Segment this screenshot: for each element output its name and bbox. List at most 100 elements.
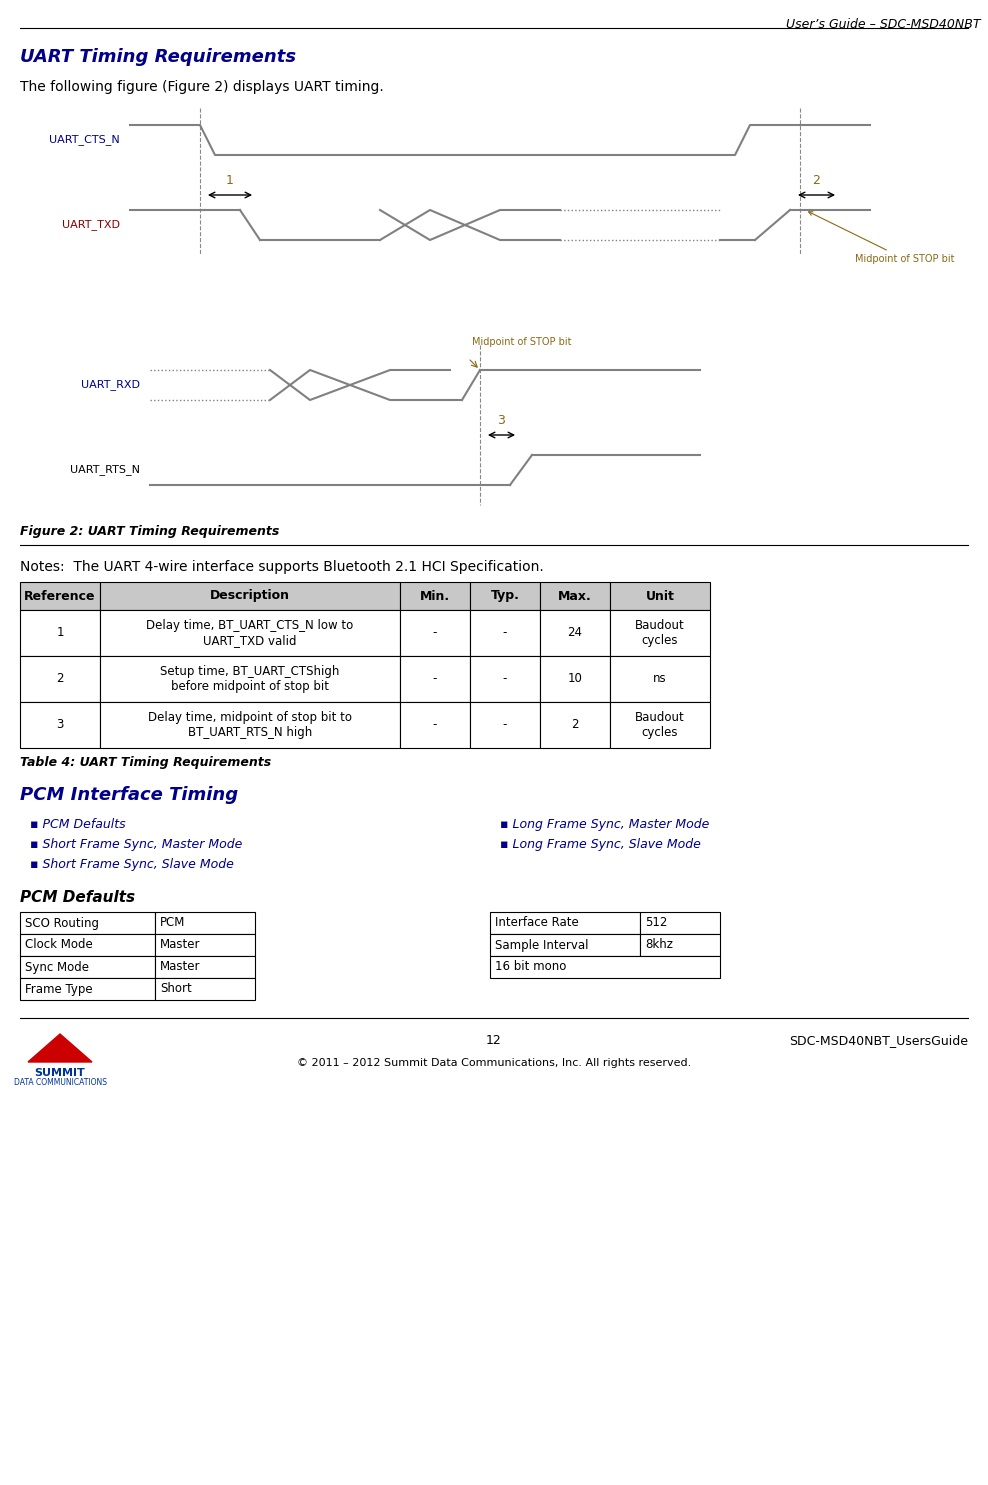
Text: Delay time, midpoint of stop bit to
BT_UART_RTS_N high: Delay time, midpoint of stop bit to BT_U… — [148, 711, 352, 740]
Text: Baudout
cycles: Baudout cycles — [635, 711, 685, 740]
Text: Figure 2: UART Timing Requirements: Figure 2: UART Timing Requirements — [20, 526, 280, 538]
Bar — [155, 979, 255, 999]
Bar — [470, 702, 540, 748]
Text: DATA COMMUNICATIONS: DATA COMMUNICATIONS — [14, 1078, 107, 1087]
Bar — [610, 702, 710, 748]
Bar — [155, 934, 255, 956]
Bar — [100, 582, 400, 610]
Bar — [400, 702, 470, 748]
Bar — [20, 610, 100, 656]
Text: Delay time, BT_UART_CTS_N low to
UART_TXD valid: Delay time, BT_UART_CTS_N low to UART_TX… — [146, 619, 354, 647]
Text: -: - — [433, 627, 437, 640]
Text: UART_RXD: UART_RXD — [81, 380, 140, 391]
Text: Master: Master — [160, 939, 201, 952]
Bar — [490, 912, 640, 934]
Text: Midpoint of STOP bit: Midpoint of STOP bit — [472, 337, 571, 347]
Bar — [640, 934, 720, 956]
Text: Max.: Max. — [558, 590, 592, 603]
Bar — [400, 610, 470, 656]
Text: 2: 2 — [56, 673, 64, 686]
Text: -: - — [503, 627, 507, 640]
Text: UART Timing Requirements: UART Timing Requirements — [20, 48, 296, 65]
Text: 10: 10 — [567, 673, 583, 686]
Text: ns: ns — [653, 673, 667, 686]
Bar — [470, 610, 540, 656]
Bar — [20, 656, 100, 702]
Text: ▪ Short Frame Sync, Master Mode: ▪ Short Frame Sync, Master Mode — [30, 838, 242, 851]
Text: -: - — [433, 719, 437, 732]
Text: 1: 1 — [226, 174, 234, 187]
Text: PCM: PCM — [160, 916, 186, 930]
Text: 2: 2 — [812, 174, 820, 187]
Bar — [540, 582, 610, 610]
Bar — [20, 979, 155, 999]
Text: SCO Routing: SCO Routing — [25, 916, 99, 930]
Text: Unit: Unit — [645, 590, 675, 603]
Bar — [100, 610, 400, 656]
Text: -: - — [503, 719, 507, 732]
Bar — [100, 656, 400, 702]
Text: The following figure (Figure 2) displays UART timing.: The following figure (Figure 2) displays… — [20, 80, 383, 94]
Text: Setup time, BT_UART_CTShigh
before midpoint of stop bit: Setup time, BT_UART_CTShigh before midpo… — [160, 665, 340, 693]
Text: Clock Mode: Clock Mode — [25, 939, 93, 952]
Polygon shape — [28, 1034, 92, 1062]
Bar — [640, 912, 720, 934]
Text: SDC-MSD40NBT_UsersGuide: SDC-MSD40NBT_UsersGuide — [789, 1034, 968, 1047]
Text: Sample Interval: Sample Interval — [495, 939, 589, 952]
Text: Midpoint of STOP bit: Midpoint of STOP bit — [808, 212, 954, 264]
Bar — [20, 912, 155, 934]
Text: Frame Type: Frame Type — [25, 983, 93, 995]
Bar — [400, 656, 470, 702]
Bar — [610, 582, 710, 610]
Text: Interface Rate: Interface Rate — [495, 916, 579, 930]
Text: User’s Guide – SDC-MSD40NBT: User’s Guide – SDC-MSD40NBT — [785, 18, 980, 31]
Text: 8khz: 8khz — [645, 939, 673, 952]
Bar — [610, 656, 710, 702]
Bar — [470, 582, 540, 610]
Bar — [540, 656, 610, 702]
Text: UART_CTS_N: UART_CTS_N — [49, 135, 120, 146]
Bar — [470, 656, 540, 702]
Bar — [155, 912, 255, 934]
Text: Description: Description — [210, 590, 290, 603]
Text: 2: 2 — [571, 719, 579, 732]
Text: UART_RTS_N: UART_RTS_N — [70, 465, 140, 475]
Text: 12: 12 — [486, 1034, 502, 1047]
Text: -: - — [433, 673, 437, 686]
Text: PCM Interface Timing: PCM Interface Timing — [20, 786, 238, 803]
Bar — [610, 610, 710, 656]
Text: ▪ Long Frame Sync, Master Mode: ▪ Long Frame Sync, Master Mode — [500, 818, 709, 832]
Text: 3: 3 — [56, 719, 63, 732]
Bar — [20, 702, 100, 748]
Text: UART_TXD: UART_TXD — [62, 220, 120, 230]
Text: 3: 3 — [498, 414, 506, 428]
Text: © 2011 – 2012 Summit Data Communications, Inc. All rights reserved.: © 2011 – 2012 Summit Data Communications… — [296, 1057, 692, 1068]
Bar — [490, 956, 720, 979]
Text: Notes:  The UART 4-wire interface supports Bluetooth 2.1 HCI Specification.: Notes: The UART 4-wire interface support… — [20, 560, 543, 575]
Text: Min.: Min. — [420, 590, 451, 603]
Text: 16 bit mono: 16 bit mono — [495, 961, 566, 974]
Text: Master: Master — [160, 961, 201, 974]
Text: ▪ Short Frame Sync, Slave Mode: ▪ Short Frame Sync, Slave Mode — [30, 858, 234, 872]
Text: Baudout
cycles: Baudout cycles — [635, 619, 685, 647]
Text: Typ.: Typ. — [491, 590, 520, 603]
Bar — [155, 956, 255, 979]
Text: Table 4: UART Timing Requirements: Table 4: UART Timing Requirements — [20, 756, 272, 769]
Bar — [400, 582, 470, 610]
Text: PCM Defaults: PCM Defaults — [20, 890, 135, 904]
Bar — [20, 934, 155, 956]
Bar — [540, 610, 610, 656]
Bar — [540, 702, 610, 748]
Text: Sync Mode: Sync Mode — [25, 961, 89, 974]
Text: 24: 24 — [567, 627, 583, 640]
Text: 1: 1 — [56, 627, 64, 640]
Bar — [20, 582, 100, 610]
Text: 512: 512 — [645, 916, 667, 930]
Bar — [20, 956, 155, 979]
Text: ▪ Long Frame Sync, Slave Mode: ▪ Long Frame Sync, Slave Mode — [500, 838, 700, 851]
Bar — [490, 934, 640, 956]
Text: ▪ PCM Defaults: ▪ PCM Defaults — [30, 818, 125, 832]
Bar — [100, 702, 400, 748]
Text: SUMMIT: SUMMIT — [35, 1068, 85, 1078]
Text: Short: Short — [160, 983, 192, 995]
